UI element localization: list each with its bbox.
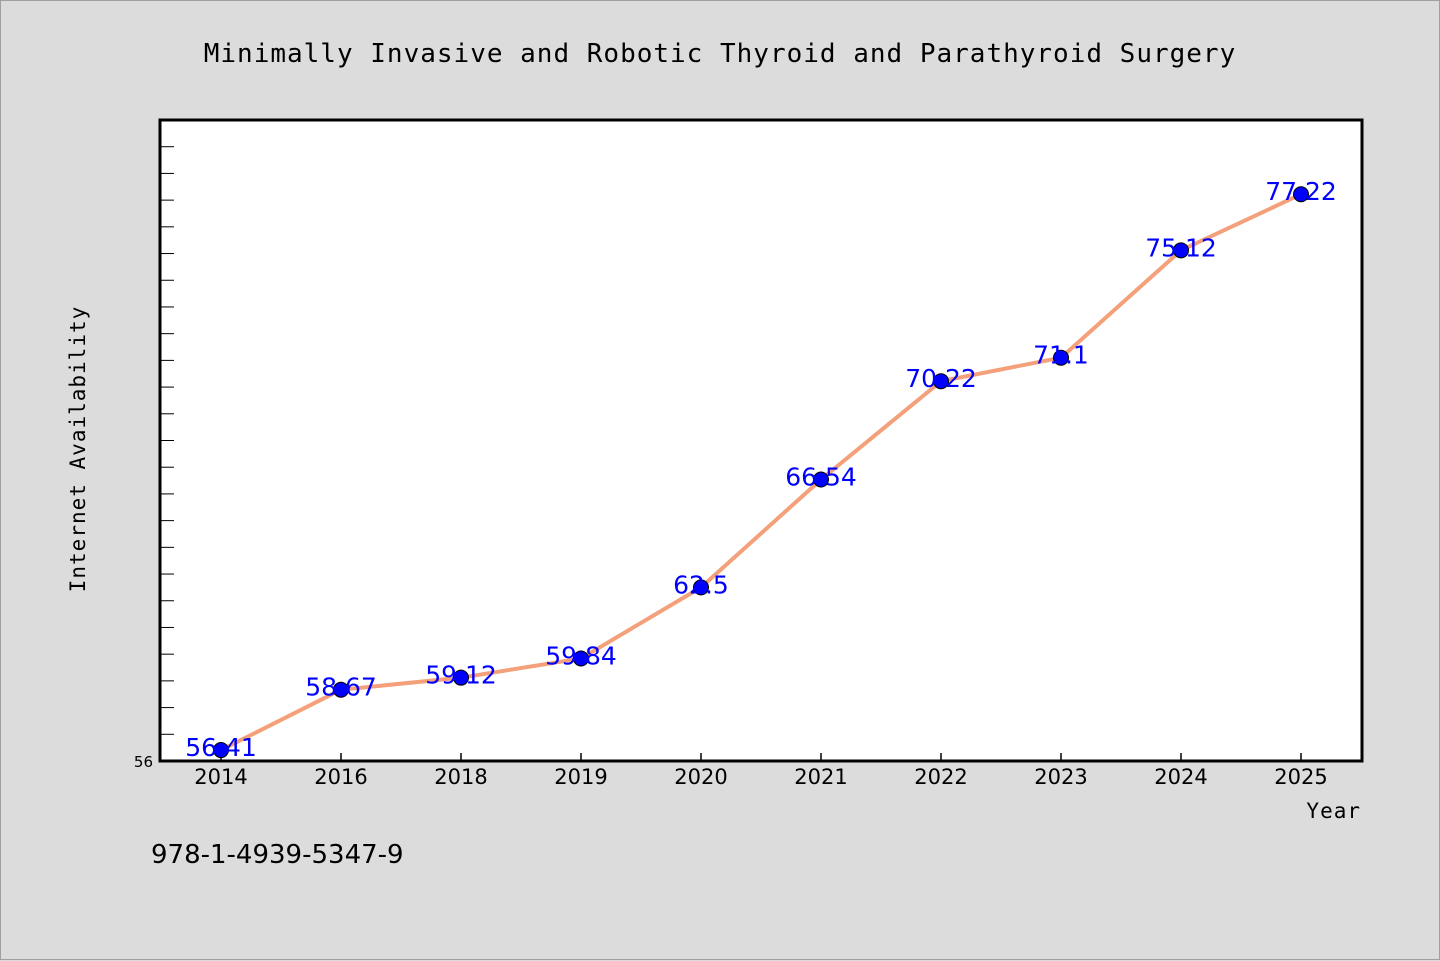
x-tick-label: 2014 [194,765,247,789]
data-label: 58.67 [305,673,377,702]
y-axis-ticks [160,146,174,735]
data-point-marker [453,669,469,686]
x-axis-title: Year [1306,799,1361,823]
x-tick-label: 2021 [794,765,847,789]
data-label: 62.5 [673,570,729,599]
data-point-marker [1053,349,1069,366]
data-label: 59.12 [425,661,497,690]
data-label: 77.22 [1265,177,1337,206]
data-label: 75.12 [1145,233,1217,262]
data-label: 71.1 [1033,341,1089,370]
data-label: 70.22 [905,364,977,393]
chart-title: Minimally Invasive and Robotic Thyroid a… [204,39,1237,69]
y-axis-title: Internet Availability [66,306,90,593]
data-label: 59.84 [545,641,617,670]
data-point-marker [333,681,349,698]
y-tick-label: 56 [134,753,153,771]
x-axis-ticks [220,753,1302,761]
data-point-marker [933,373,949,390]
plot-area [158,118,1364,763]
data-point-marker [573,650,589,667]
data-point-marker [693,579,709,596]
x-tick-label: 2019 [554,765,607,789]
series-layer: 56.41 58.67 59.12 59.84 62.5 66.54 70.22 71.1 75… [185,177,1337,762]
x-axis-tick-labels: 2014 2016 2018 2019 2020 2021 2022 2023 2024 2025 [194,765,1327,789]
x-tick-label: 2022 [914,765,967,789]
data-point-marker [813,471,829,488]
series-line [219,192,1303,753]
x-tick-label: 2024 [1154,765,1207,789]
data-point-marker [1293,186,1309,203]
x-tick-label: 2020 [674,765,727,789]
data-point-marker [213,742,229,759]
data-label: 66.54 [785,462,857,491]
x-tick-label: 2018 [434,765,487,789]
data-label: 56.41 [185,733,257,762]
x-tick-label: 2025 [1274,765,1327,789]
x-tick-label: 2023 [1034,765,1087,789]
data-point-marker [1173,242,1189,259]
x-tick-label: 2016 [314,765,367,789]
isbn-label: 978-1-4939-5347-9 [151,840,404,870]
